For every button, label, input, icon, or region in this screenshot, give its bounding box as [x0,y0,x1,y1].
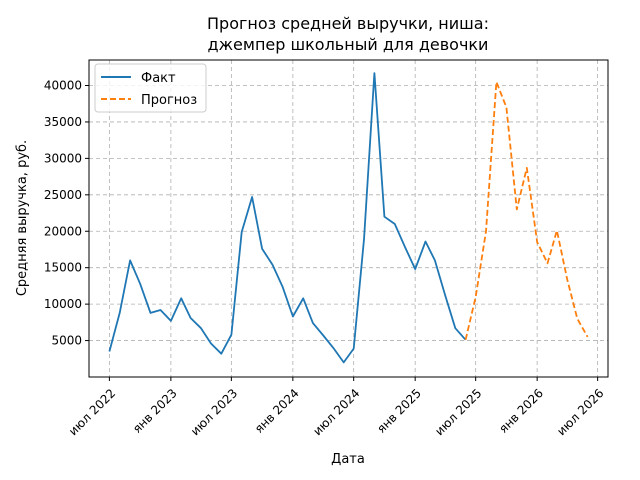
x-axis-label: Дата [331,452,365,467]
x-tick-label: янв 2024 [252,386,302,436]
x-tick-label: июл 2025 [432,386,484,438]
x-axis-ticks: июл 2022 янв 2023 июл 2023 янв 2024 июл 2024… [66,377,607,438]
y-axis-label: Средняя выручка, руб. [15,140,30,296]
y-tick-label: 20000 [44,224,82,238]
y-tick-label: 15000 [44,261,82,275]
grid [89,60,608,377]
y-tick-label: 25000 [44,188,82,202]
x-tick-label: июл 2023 [188,386,240,438]
x-tick-label: июл 2024 [310,386,362,438]
x-tick-label: июл 2026 [554,386,606,438]
plot-area-frame [88,59,609,378]
legend: Факт Прогноз [94,63,207,113]
y-axis-ticks: 5000 10000 15000 20000 25000 30000 35000 40000 [44,79,89,348]
x-tick-label: янв 2023 [130,386,180,436]
x-tick-label: июл 2022 [66,386,118,438]
y-tick-label: 10000 [44,297,82,311]
y-tick-label: 40000 [44,79,82,93]
y-tick-label: 5000 [51,334,82,348]
x-tick-label: янв 2026 [496,386,546,436]
series-line-fact [108,72,467,364]
x-tick-label: янв 2025 [374,386,424,436]
series-line-forecast [464,81,589,341]
legend-label-fact: Факт [141,71,176,86]
legend-label-forecast: Прогноз [141,93,197,108]
chart-title-line2: джемпер школьный для девочки [208,35,489,54]
y-tick-label: 30000 [44,151,82,165]
series-lines [108,72,589,364]
y-tick-label: 35000 [44,115,82,129]
chart-title-line1: Прогноз средней выручки, ниша: [207,14,489,33]
